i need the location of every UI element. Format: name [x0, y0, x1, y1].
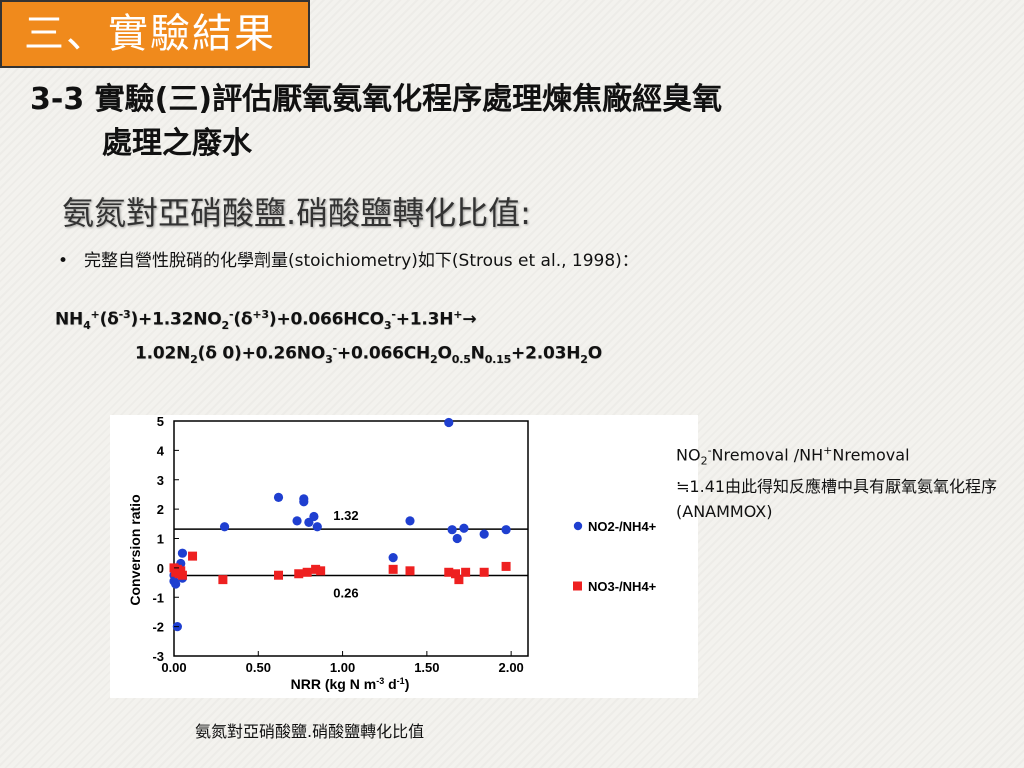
conversion-ratio-chart: 1.32 0.26 5 4 3 2 1 0 -1 -2 -3 0.00 0.50 1.00 1.50 2.0…	[110, 414, 698, 698]
y-tick-label: 2	[157, 502, 164, 517]
x-tick-label: 0.50	[246, 660, 271, 675]
chart-caption: 氨氮對亞硝酸鹽.硝酸鹽轉化比值	[195, 722, 425, 741]
data-point-no3	[274, 570, 284, 580]
y-axis-label: Conversion ratio	[127, 494, 143, 605]
data-point-no3	[294, 569, 304, 579]
data-point-no3	[444, 567, 454, 577]
data-point-no2	[452, 533, 462, 544]
data-point-no2	[479, 529, 489, 539]
chart-svg: 1.32 0.26 5 4 3 2 1 0 -1 -2 -30.00 0.50 1.00 1.50 2.0…	[127, 414, 657, 692]
heading-line-1: 3-3 實驗(三)評估厭氧氨氧化程序處理煉焦廠經臭氧	[30, 82, 723, 117]
data-point-no3	[501, 561, 511, 571]
y-tick-label: 3	[157, 473, 164, 488]
data-point-no2	[309, 511, 319, 522]
x-tick-label: 1.00	[330, 660, 355, 675]
data-point-no3	[461, 567, 471, 577]
data-point-no3	[405, 566, 415, 576]
x-axis-label: NRR (kg N m-3 d-1)	[291, 676, 410, 692]
ratio-note: NO2-Nremoval /NH+Nremoval ≒1.41由此得知反應槽中具有…	[676, 444, 998, 521]
y-tick-label: -2	[152, 620, 164, 635]
data-point-no3	[188, 551, 198, 561]
reference-line-label: 1.32	[333, 508, 358, 523]
data-point-no2	[219, 522, 230, 532]
data-point-no3	[177, 570, 187, 580]
x-tick-label: 0.00	[161, 660, 186, 675]
data-point-no3	[479, 567, 489, 577]
data-point-no2	[447, 525, 457, 535]
data-point-no3	[388, 564, 398, 574]
section-tag: 三、實驗結果	[0, 0, 310, 68]
data-point-no2	[177, 548, 188, 558]
bullet-dot: •	[58, 251, 69, 271]
y-tick-label: -3	[152, 649, 164, 664]
heading-line-2: 處理之廢水	[102, 126, 252, 161]
y-tick-label: 0	[157, 561, 164, 576]
data-point-no2	[459, 523, 469, 533]
data-point-no3	[311, 564, 321, 574]
data-point-no2	[299, 497, 309, 507]
slide-heading: 3-3 實驗(三)評估厭氧氨氧化程序處理煉焦廠經臭氧 處理之廢水	[30, 78, 970, 166]
data-point-no2	[312, 522, 322, 532]
legend-marker-no2	[573, 521, 583, 531]
data-point-no3	[316, 566, 326, 576]
y-tick-label: 5	[157, 415, 164, 429]
bullet-item: • 完整自營性脫硝的化學劑量(stoichiometry)如下(Strous et…	[58, 246, 639, 271]
y-tick-label: 4	[157, 443, 165, 458]
legend-label: NO3-/NH4+	[588, 579, 657, 594]
slide-subheading: 氨氮對亞硝酸鹽.硝酸鹽轉化比值:	[62, 194, 531, 232]
equation-line-2: 1.02N2(δ 0)+0.26NO3-+0.066CH2O0.5N0.15+2…	[135, 342, 602, 367]
data-point-no2	[405, 516, 415, 526]
data-point-no2	[444, 417, 454, 428]
y-tick-label: 1	[157, 532, 164, 547]
x-tick-label: 2.00	[498, 660, 523, 675]
data-point-no2	[388, 552, 398, 563]
y-tick-label: -1	[152, 590, 164, 605]
reference-line-label: 0.26	[333, 586, 358, 601]
legend-label: NO2-/NH4+	[588, 519, 657, 534]
data-point-no3	[302, 567, 312, 577]
data-point-no2	[273, 492, 284, 502]
data-point-no2	[292, 516, 302, 526]
data-point-no2	[171, 579, 181, 589]
data-point-no2	[501, 525, 511, 535]
data-point-no3	[218, 575, 228, 585]
bullet-text: 完整自營性脫硝的化學劑量(stoichiometry)如下(Strous et …	[84, 251, 639, 271]
plot-area-frame	[173, 420, 529, 657]
data-point-no3	[454, 575, 464, 585]
legend-marker-no3	[573, 581, 582, 591]
data-point-no3	[451, 569, 461, 579]
equation-line-1: NH4+(δ-3)+1.32NO2-(δ+3)+0.066HCO3-+1.3H+…	[55, 308, 477, 333]
x-tick-label: 1.50	[414, 660, 439, 675]
